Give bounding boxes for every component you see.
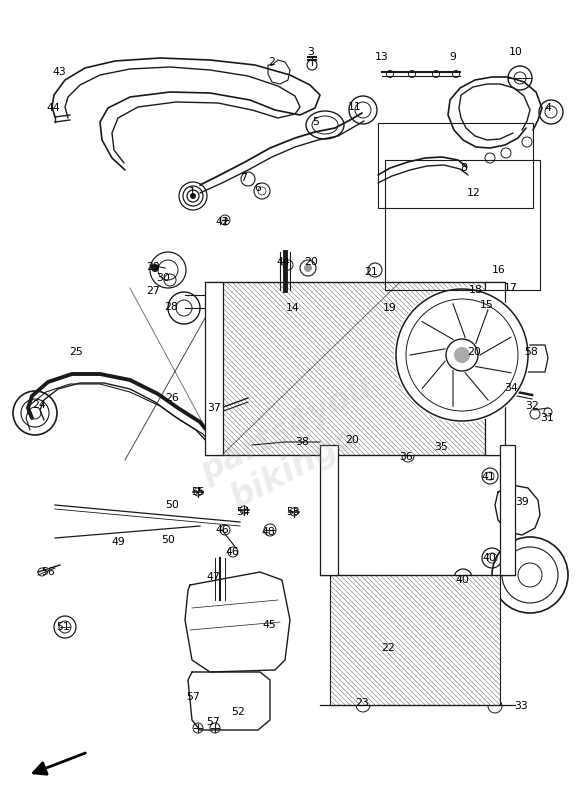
Text: 48: 48	[261, 527, 275, 537]
Text: 20: 20	[304, 257, 318, 267]
Text: 32: 32	[525, 401, 539, 411]
Text: 35: 35	[434, 442, 448, 452]
Text: 43: 43	[52, 67, 66, 77]
Text: 26: 26	[165, 393, 179, 403]
Text: 33: 33	[514, 701, 528, 711]
Text: 23: 23	[355, 698, 369, 708]
Bar	[330, 575, 500, 705]
Text: 38: 38	[295, 437, 309, 447]
Text: 28: 28	[164, 302, 178, 312]
Text: 41: 41	[481, 472, 495, 482]
Text: 12: 12	[467, 188, 481, 198]
Text: 36: 36	[399, 452, 413, 462]
Text: 7: 7	[240, 173, 247, 183]
Text: 30: 30	[156, 273, 170, 283]
Circle shape	[454, 347, 470, 363]
Text: 24: 24	[32, 400, 46, 410]
Text: 9: 9	[449, 52, 456, 62]
Bar	[485, 282, 505, 455]
Circle shape	[304, 264, 312, 272]
Text: 8: 8	[460, 163, 467, 173]
Text: 6: 6	[255, 183, 262, 193]
Text: 3: 3	[307, 47, 314, 57]
Text: 42: 42	[215, 217, 229, 227]
Text: 44: 44	[46, 103, 60, 113]
Text: 47: 47	[206, 572, 220, 582]
Text: 52: 52	[231, 707, 245, 717]
Text: 15: 15	[480, 300, 494, 310]
Text: 17: 17	[504, 283, 518, 293]
Text: 56: 56	[41, 567, 55, 577]
Text: 21: 21	[364, 267, 378, 277]
Text: 40: 40	[482, 553, 496, 563]
Text: 39: 39	[515, 497, 529, 507]
Text: 57: 57	[206, 717, 220, 727]
Text: 40: 40	[455, 575, 469, 585]
Text: 20: 20	[345, 435, 359, 445]
Text: 58: 58	[524, 347, 538, 357]
Text: 25: 25	[69, 347, 83, 357]
Text: 27: 27	[146, 286, 160, 296]
Text: 5: 5	[313, 117, 320, 127]
Text: 45: 45	[262, 620, 276, 630]
Circle shape	[190, 193, 196, 199]
Bar	[205, 282, 223, 455]
Text: 46: 46	[215, 525, 229, 535]
Text: 51: 51	[56, 622, 70, 632]
Text: bikingo: bikingo	[225, 420, 364, 515]
Text: 2: 2	[269, 57, 276, 67]
Text: 50: 50	[161, 535, 175, 545]
Text: 34: 34	[504, 383, 518, 393]
Text: 31: 31	[540, 413, 554, 423]
Text: 50: 50	[165, 500, 179, 510]
Text: 10: 10	[509, 47, 523, 57]
Text: 4: 4	[545, 103, 551, 113]
Bar	[222, 282, 485, 455]
Text: 37: 37	[207, 403, 221, 413]
Text: 29: 29	[146, 262, 160, 272]
Text: 11: 11	[348, 102, 362, 112]
Bar	[385, 160, 540, 290]
Circle shape	[151, 264, 159, 272]
Text: 1: 1	[189, 187, 196, 197]
Text: 13: 13	[375, 52, 389, 62]
Bar	[500, 445, 515, 575]
Text: 53: 53	[286, 507, 300, 517]
Text: parts4you: parts4you	[195, 371, 379, 489]
Bar	[320, 445, 338, 575]
Text: 19: 19	[383, 303, 397, 313]
Text: 16: 16	[492, 265, 506, 275]
Text: 18: 18	[469, 285, 483, 295]
Text: 22: 22	[381, 643, 395, 653]
Text: 20: 20	[467, 347, 481, 357]
Text: 14: 14	[286, 303, 300, 313]
Text: 57: 57	[186, 692, 200, 702]
Text: 49: 49	[111, 537, 125, 547]
Circle shape	[394, 287, 530, 423]
Text: 46: 46	[225, 547, 239, 557]
Text: 44: 44	[276, 257, 290, 267]
Text: 55: 55	[191, 487, 205, 497]
Text: 54: 54	[236, 507, 250, 517]
Bar	[378, 123, 533, 208]
